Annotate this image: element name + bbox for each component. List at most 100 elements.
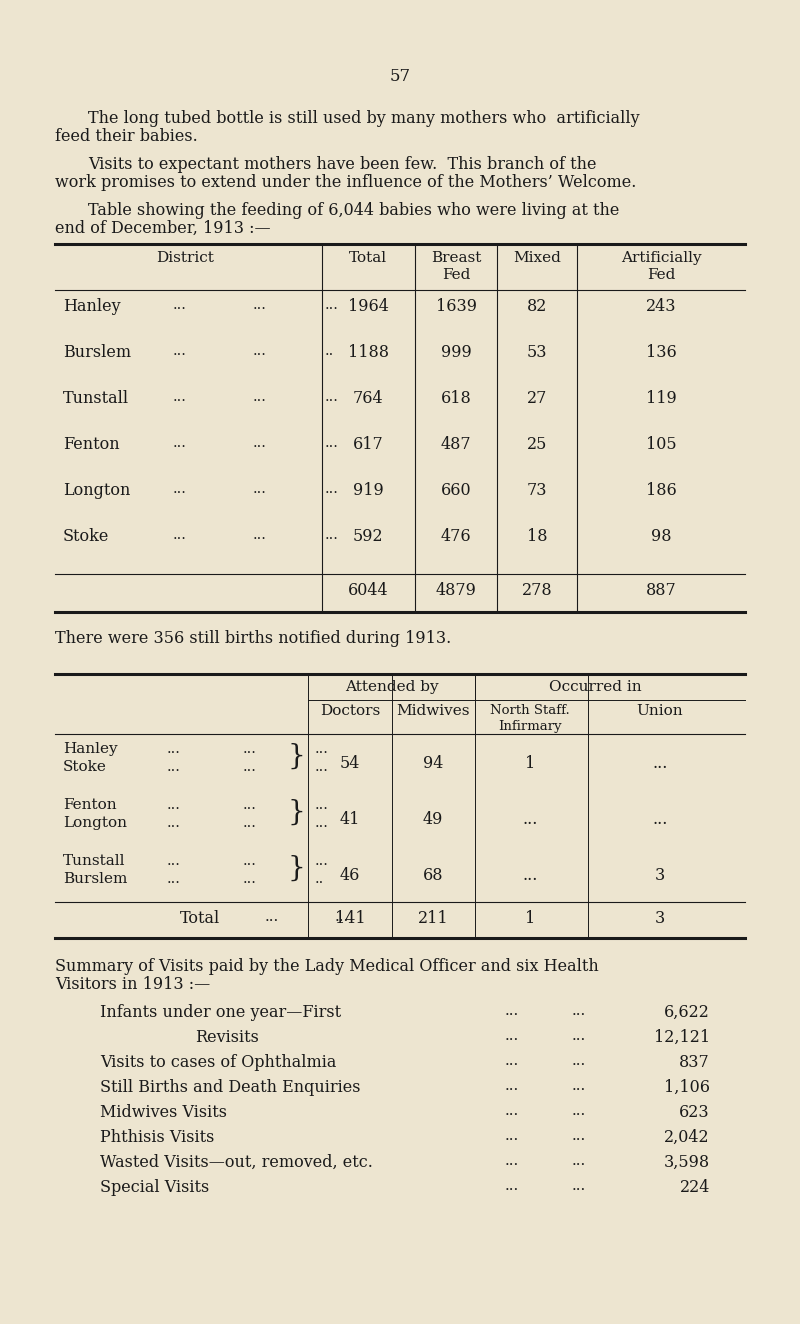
Text: Hanley: Hanley — [63, 298, 121, 315]
Text: North Staff.
Infirmary: North Staff. Infirmary — [490, 704, 570, 733]
Text: 617: 617 — [353, 436, 383, 453]
Text: ...: ... — [652, 812, 668, 828]
Text: ...: ... — [173, 528, 187, 542]
Text: }: } — [287, 854, 305, 882]
Text: 618: 618 — [441, 391, 471, 406]
Text: ...: ... — [173, 344, 187, 357]
Text: 25: 25 — [527, 436, 547, 453]
Text: ...: ... — [243, 741, 257, 756]
Text: ...: ... — [173, 482, 187, 496]
Text: 98: 98 — [650, 528, 671, 545]
Text: 1: 1 — [525, 910, 535, 927]
Text: 141: 141 — [334, 910, 366, 927]
Text: ...: ... — [253, 436, 267, 450]
Text: Still Births and Death Enquiries: Still Births and Death Enquiries — [100, 1079, 361, 1096]
Text: 764: 764 — [353, 391, 383, 406]
Text: 243: 243 — [646, 298, 676, 315]
Text: 919: 919 — [353, 482, 383, 499]
Text: ...: ... — [173, 391, 187, 404]
Text: ...: ... — [572, 1178, 586, 1193]
Text: Special Visits: Special Visits — [100, 1178, 210, 1196]
Text: ...: ... — [325, 482, 339, 496]
Text: Revisits: Revisits — [195, 1029, 259, 1046]
Text: work promises to extend under the influence of the Mothers’ Welcome.: work promises to extend under the influe… — [55, 173, 636, 191]
Text: Union: Union — [637, 704, 683, 718]
Text: 73: 73 — [526, 482, 547, 499]
Text: 53: 53 — [526, 344, 547, 361]
Text: ...: ... — [325, 436, 339, 450]
Text: ...: ... — [325, 528, 339, 542]
Text: ...: ... — [652, 755, 668, 772]
Text: 119: 119 — [646, 391, 676, 406]
Text: Tunstall: Tunstall — [63, 854, 126, 869]
Text: ...: ... — [253, 528, 267, 542]
Text: ...: ... — [243, 798, 257, 812]
Text: 6044: 6044 — [348, 583, 388, 598]
Text: 1964: 1964 — [347, 298, 389, 315]
Text: 592: 592 — [353, 528, 383, 545]
Text: 1639: 1639 — [435, 298, 477, 315]
Text: ...: ... — [253, 482, 267, 496]
Text: ...: ... — [315, 741, 329, 756]
Text: 136: 136 — [646, 344, 676, 361]
Text: Wasted Visits—out, removed, etc.: Wasted Visits—out, removed, etc. — [100, 1155, 373, 1170]
Text: ...: ... — [315, 854, 329, 869]
Text: 4879: 4879 — [435, 583, 477, 598]
Text: 6,622: 6,622 — [664, 1004, 710, 1021]
Text: ...: ... — [173, 298, 187, 312]
Text: ...: ... — [243, 854, 257, 869]
Text: ...: ... — [572, 1029, 586, 1043]
Text: 68: 68 — [422, 867, 443, 884]
Text: feed their babies.: feed their babies. — [55, 128, 198, 146]
Text: ...: ... — [167, 816, 181, 830]
Text: District: District — [156, 252, 214, 265]
Text: ...: ... — [505, 1054, 519, 1068]
Text: 82: 82 — [527, 298, 547, 315]
Text: ...: ... — [505, 1029, 519, 1043]
Text: Attended by: Attended by — [345, 681, 438, 694]
Text: Infants under one year—First: Infants under one year—First — [100, 1004, 341, 1021]
Text: Doctors: Doctors — [320, 704, 380, 718]
Text: Total: Total — [349, 252, 387, 265]
Text: Stoke: Stoke — [63, 528, 110, 545]
Text: ...: ... — [572, 1104, 586, 1117]
Text: 41: 41 — [340, 812, 360, 828]
Text: Summary of Visits paid by the Lady Medical Officer and six Health: Summary of Visits paid by the Lady Medic… — [55, 959, 598, 974]
Text: 12,121: 12,121 — [654, 1029, 710, 1046]
Text: 1: 1 — [525, 755, 535, 772]
Text: ...: ... — [167, 741, 181, 756]
Text: Midwives Visits: Midwives Visits — [100, 1104, 227, 1121]
Text: 2,042: 2,042 — [664, 1129, 710, 1147]
Text: Tunstall: Tunstall — [63, 391, 129, 406]
Text: ...: ... — [173, 436, 187, 450]
Text: ...: ... — [505, 1104, 519, 1117]
Text: 1188: 1188 — [347, 344, 389, 361]
Text: 1,106: 1,106 — [664, 1079, 710, 1096]
Text: 186: 186 — [646, 482, 676, 499]
Text: Mixed: Mixed — [513, 252, 561, 265]
Text: Burslem: Burslem — [63, 344, 131, 361]
Text: ...: ... — [572, 1054, 586, 1068]
Text: 3: 3 — [655, 910, 665, 927]
Text: 18: 18 — [526, 528, 547, 545]
Text: 887: 887 — [646, 583, 676, 598]
Text: 94: 94 — [423, 755, 443, 772]
Text: ...: ... — [505, 1178, 519, 1193]
Text: ...: ... — [253, 344, 267, 357]
Text: 46: 46 — [340, 867, 360, 884]
Text: ...: ... — [253, 298, 267, 312]
Text: 3,598: 3,598 — [664, 1155, 710, 1170]
Text: Occurred in: Occurred in — [549, 681, 642, 694]
Text: ...: ... — [265, 910, 279, 924]
Text: Phthisis Visits: Phthisis Visits — [100, 1129, 214, 1147]
Text: ...: ... — [572, 1004, 586, 1018]
Text: Longton: Longton — [63, 816, 127, 830]
Text: ...: ... — [243, 873, 257, 886]
Text: 49: 49 — [423, 812, 443, 828]
Text: end of December, 1913 :—: end of December, 1913 :— — [55, 220, 270, 237]
Text: ...: ... — [167, 873, 181, 886]
Text: ...: ... — [325, 298, 339, 312]
Text: Stoke: Stoke — [63, 760, 107, 775]
Text: 623: 623 — [679, 1104, 710, 1121]
Text: }: } — [287, 743, 305, 769]
